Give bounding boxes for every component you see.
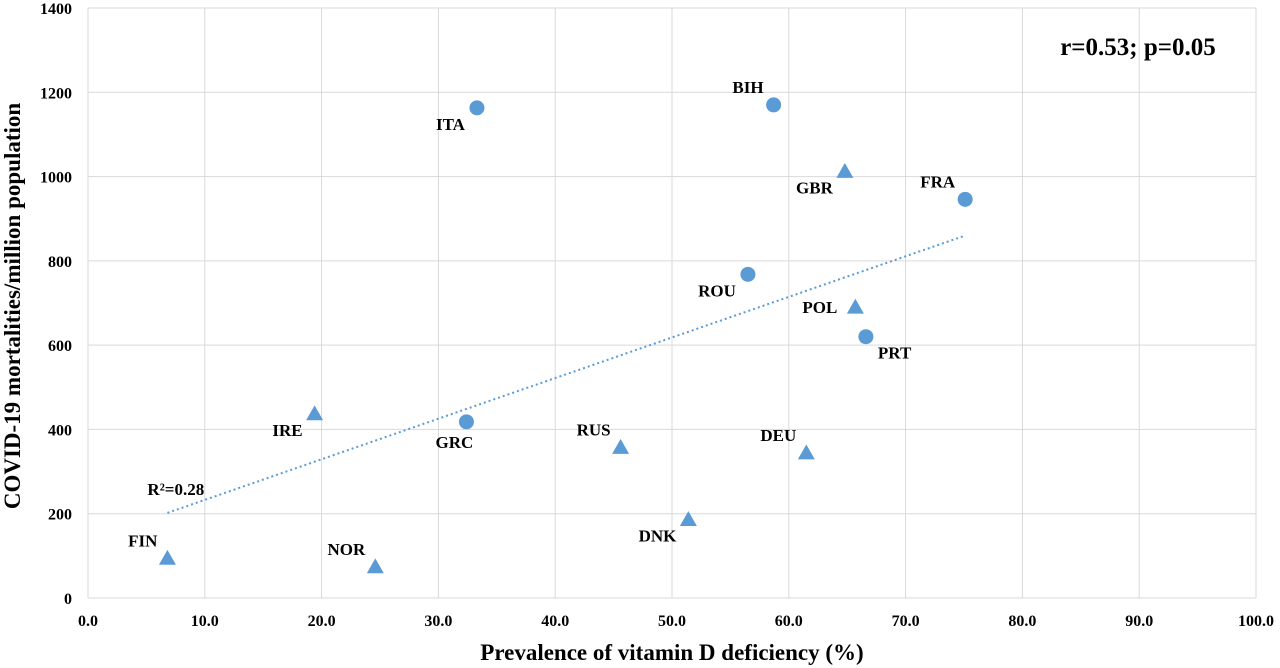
point-label-gbr: GBR: [796, 179, 834, 198]
y-tick-label: 600: [48, 338, 72, 355]
data-point-grc: [458, 414, 474, 430]
x-tick-label: 60.0: [775, 613, 803, 630]
data-point-rus: [612, 439, 630, 454]
point-label-rou: ROU: [698, 281, 736, 300]
data-point-nor: [366, 558, 384, 574]
x-axis-title: Prevalence of vitamin D deficiency (%): [480, 640, 863, 665]
data-point-bih: [766, 97, 782, 113]
point-label-ire: IRE: [272, 421, 302, 440]
data-point-fin: [158, 549, 176, 565]
point-label-pol: POL: [802, 298, 837, 317]
point-label-prt: PRT: [878, 344, 912, 363]
x-tick-label: 50.0: [658, 613, 686, 630]
trendline: [167, 234, 966, 514]
x-tick-label: 0.0: [78, 613, 98, 630]
y-tick-label: 1400: [40, 1, 72, 18]
point-label-fra: FRA: [920, 172, 956, 191]
x-tick-label: 10.0: [191, 613, 219, 630]
x-tick-label: 20.0: [308, 613, 336, 630]
y-tick-label: 1000: [40, 170, 72, 187]
y-axis-ticks: 0 200 400 600 800 1000 1200 1400: [40, 1, 72, 608]
y-tick-label: 800: [48, 254, 72, 271]
data-point-gbr: [836, 163, 854, 178]
y-tick-label: 400: [48, 422, 72, 439]
data-points: ITA BIH GBR FRA ROU POL PRT IRE GRC RUS DEU DNK FIN N…: [128, 78, 973, 574]
point-label-dnk: DNK: [639, 527, 678, 546]
x-tick-label: 80.0: [1008, 613, 1036, 630]
data-point-rou: [740, 266, 756, 282]
x-tick-label: 30.0: [424, 613, 452, 630]
x-tick-label: 90.0: [1125, 613, 1153, 630]
point-label-grc: GRC: [436, 433, 474, 452]
correlation-annotation: r=0.53; p=0.05: [1060, 34, 1216, 61]
point-label-fin: FIN: [128, 531, 158, 550]
y-tick-label: 0: [64, 591, 72, 608]
x-tick-label: 100.0: [1238, 613, 1274, 630]
y-tick-label: 1200: [40, 85, 72, 102]
x-axis-ticks: 0.0 10.0 20.0 30.0 40.0 50.0 60.0 70.0 80.0 90.0 1…: [78, 613, 1274, 630]
gridlines: [87, 7, 1257, 599]
data-point-fra: [957, 191, 973, 207]
r-squared-label: R²=0.28: [147, 480, 204, 499]
data-point-prt: [858, 329, 874, 345]
point-label-bih: BIH: [732, 78, 763, 97]
data-point-pol: [846, 298, 864, 314]
data-point-ita: [469, 100, 485, 116]
trendline-group: R²=0.28: [147, 234, 966, 514]
data-point-dnk: [679, 511, 697, 526]
x-tick-label: 40.0: [541, 613, 569, 630]
point-label-nor: NOR: [328, 540, 367, 559]
data-point-ire: [306, 405, 324, 421]
y-axis-title: COVID-19 mortalities/million population: [0, 103, 25, 510]
point-label-rus: RUS: [577, 421, 611, 440]
data-point-deu: [797, 444, 815, 460]
point-label-deu: DEU: [760, 426, 796, 445]
x-tick-label: 70.0: [892, 613, 920, 630]
point-label-ita: ITA: [436, 115, 466, 134]
y-tick-label: 200: [48, 507, 72, 524]
